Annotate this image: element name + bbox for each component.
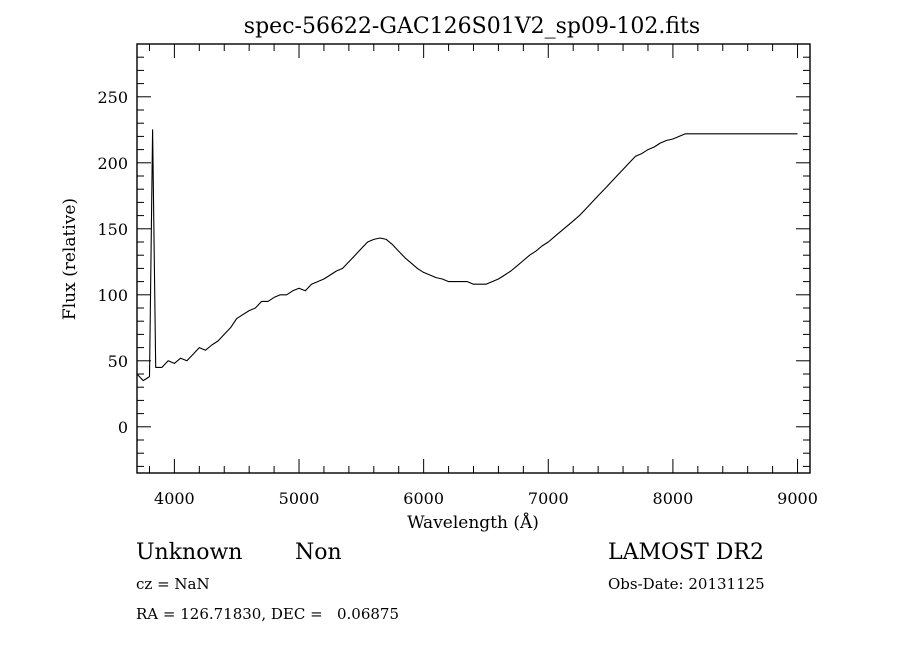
y-tick-label: 100 [97, 286, 128, 305]
chart-title: spec-56622-GAC126S01V2_sp09-102.fits [244, 14, 700, 39]
y-tick-label: 50 [108, 352, 128, 371]
x-tick-label: 6000 [403, 489, 444, 508]
series-layer [136, 129, 798, 382]
classification-label: Unknown [136, 540, 243, 565]
y-tick-label: 150 [97, 220, 128, 239]
x-tick-label: 8000 [653, 489, 694, 508]
obs-date-label: Obs-Date: 20131125 [608, 575, 765, 593]
tick-labels: 4000 5000 6000 7000 8000 9000 0 50 100 150 200 250 [97, 88, 817, 508]
x-tick-label: 7000 [528, 489, 569, 508]
subclass-label: Non [295, 540, 342, 565]
spectrum-line [136, 129, 798, 382]
x-tick-label: 5000 [279, 489, 320, 508]
axis-ticks [137, 44, 810, 473]
survey-label: LAMOST DR2 [608, 540, 764, 565]
y-tick-label: 250 [97, 88, 128, 107]
coords-label: RA = 126.71830, DEC = 0.06875 [136, 605, 400, 623]
x-axis-label: Wavelength (Å) [407, 512, 539, 533]
plot-frame [136, 43, 811, 474]
x-tick-label: 9000 [777, 489, 818, 508]
cz-label: cz = NaN [136, 575, 210, 593]
x-tick-label: 4000 [154, 489, 195, 508]
y-tick-label: 0 [118, 418, 128, 437]
y-tick-label: 200 [97, 154, 128, 173]
y-axis-label: Flux (relative) [60, 198, 80, 320]
